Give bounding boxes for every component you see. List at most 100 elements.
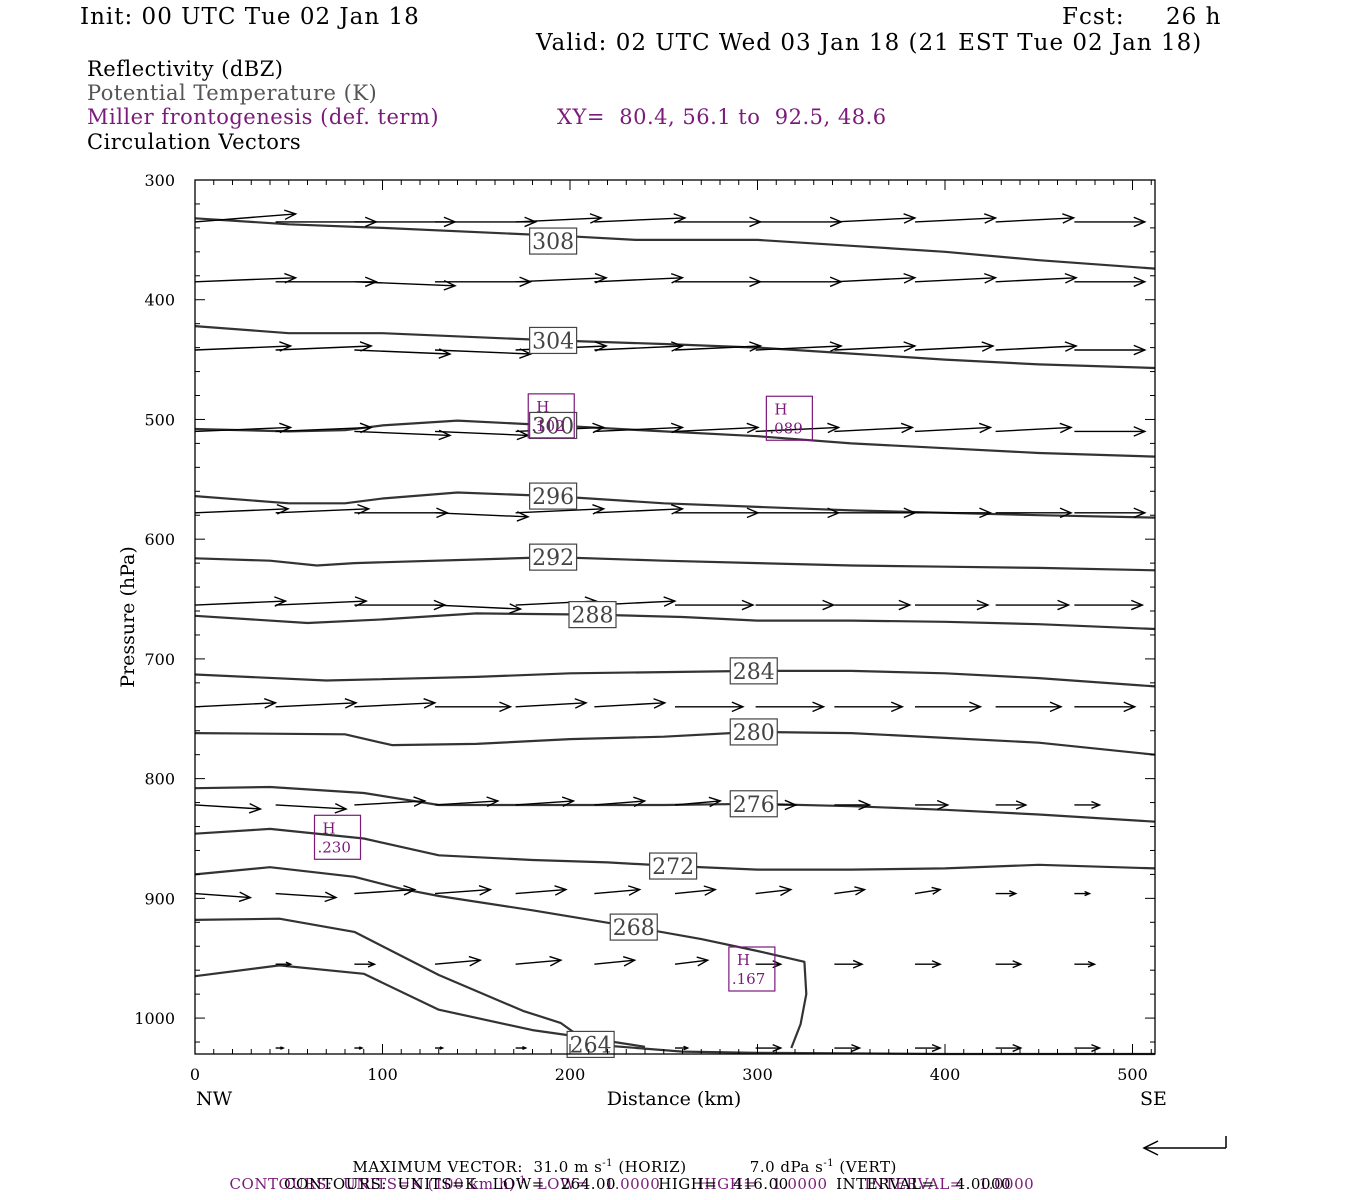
y-tick-label: 300 (144, 171, 175, 190)
circulation-vector (194, 213, 296, 223)
vector-arrowhead (703, 885, 718, 896)
frontogenesis-max-value: .167 (732, 970, 765, 988)
vector-arrowhead (633, 796, 647, 808)
circulation-vector (674, 959, 708, 965)
legend-potential-temperature: Potential Temperature (K) (87, 81, 378, 105)
circulation-vector (515, 888, 567, 895)
circulation-vector (995, 277, 1077, 283)
vector-arrowhead (238, 891, 253, 903)
circulation-vector (834, 277, 915, 283)
contour-label-box (609, 913, 658, 941)
vector-arrowhead (1133, 507, 1147, 519)
vector-arrowhead (1091, 800, 1102, 810)
vector-arrowhead (1057, 599, 1071, 611)
circulation-vector (194, 508, 289, 514)
circulation-vector (434, 888, 491, 895)
vector-arrowhead (358, 1046, 364, 1050)
circulation-vector (194, 892, 251, 899)
frontogenesis-max-box (765, 395, 813, 441)
max-vector-vert-exp: -1 (823, 1158, 835, 1169)
circulation-vector (194, 277, 296, 283)
vector-arrowhead (1133, 216, 1147, 228)
vector-arrowhead (324, 891, 338, 903)
circulation-vector (515, 508, 604, 514)
vector-arrowhead (574, 698, 588, 709)
vector-arrowhead (628, 885, 642, 896)
circulation-vector (594, 217, 685, 223)
vector-arrowhead (663, 596, 677, 607)
vector-arrowhead (1012, 960, 1023, 969)
circulation-vector (194, 804, 261, 810)
init-time: Init: 00 UTC Tue 02 Jan 18 (80, 4, 420, 30)
vector-arrowhead (364, 276, 379, 288)
vector-arrowhead (1064, 272, 1078, 284)
reference-vector (1142, 1136, 1227, 1156)
contour-label-box (729, 657, 778, 685)
circulation-vector (914, 217, 996, 223)
y-tick-label: 900 (144, 889, 175, 908)
vector-arrowhead (478, 885, 493, 896)
frontogenesis-max-box (728, 946, 776, 992)
vector-arrowhead (280, 1046, 285, 1050)
vector-arrowhead (554, 885, 568, 896)
vector-arrowhead (1130, 599, 1145, 611)
contour-label: 276 (733, 793, 775, 818)
y-tick-label: 800 (144, 770, 175, 789)
theta-contour-line (194, 217, 1156, 270)
circulation-vector (995, 345, 1077, 351)
circulation-vector (275, 426, 372, 433)
frontogenesis-max-box (313, 814, 362, 860)
circulation-vector (434, 604, 521, 610)
vector-arrowhead (1059, 422, 1073, 434)
vector-arrowhead (524, 216, 538, 228)
vector-arrowhead (903, 213, 917, 224)
theta-contour-line (194, 419, 1156, 458)
frontogenesis-max-value: .230 (318, 838, 351, 856)
vector-arrowhead (1133, 344, 1147, 356)
circulation-vector (434, 800, 498, 806)
circulation-vector (275, 804, 347, 810)
vector-arrowhead (1049, 701, 1063, 713)
vector-arrowhead (858, 799, 872, 811)
vector-arrowhead (589, 213, 603, 224)
vector-arrowhead (683, 1045, 690, 1051)
circulation-vector (834, 345, 915, 351)
max-vector-horiz: 31.0 m s (533, 1158, 603, 1176)
vector-arrowhead (334, 803, 348, 814)
vector-arrowhead (772, 1043, 783, 1053)
vector-arrowhead (622, 955, 637, 967)
vector-arrowhead (413, 796, 427, 807)
circulation-vector (914, 345, 994, 351)
circulation-vector (594, 426, 683, 433)
contour-label-box (729, 718, 778, 746)
circulation-vector (194, 426, 291, 433)
circulation-vector (515, 800, 574, 806)
contour-label: 264 (570, 1033, 612, 1058)
contour-label: 304 (532, 329, 574, 354)
y-tick-label: 1000 (134, 1009, 175, 1028)
circulation-vector (434, 959, 481, 965)
theta-contour-line (194, 917, 1155, 1056)
vector-arrowhead (900, 422, 915, 434)
vector-arrowhead (1123, 701, 1137, 713)
theta-contour-line (194, 556, 1156, 572)
vector-arrowhead (1133, 426, 1147, 437)
vector-arrowhead (979, 507, 993, 519)
circulation-vector (434, 512, 529, 518)
vector-arrowhead (696, 956, 710, 967)
vector-arrowhead (822, 599, 836, 611)
circulation-vector (755, 345, 842, 351)
vector-arrowhead (784, 799, 798, 811)
circulation-vector (834, 426, 913, 433)
circulation-vector (275, 702, 357, 708)
vector-arrowhead (854, 886, 867, 896)
cross-section-endpoints: XY= 80.4, 56.1 to 92.5, 48.6 (557, 105, 887, 129)
contour-label: 292 (532, 546, 574, 571)
vector-arrowhead (359, 422, 374, 434)
max-vector-vert: 7.0 dPa s (749, 1158, 824, 1176)
circulation-vector (515, 702, 587, 708)
circulation-vectors (194, 209, 1147, 1053)
vector-arrowhead (741, 599, 755, 611)
vector-arrowhead (1008, 890, 1018, 897)
contour-label: 284 (733, 660, 775, 685)
